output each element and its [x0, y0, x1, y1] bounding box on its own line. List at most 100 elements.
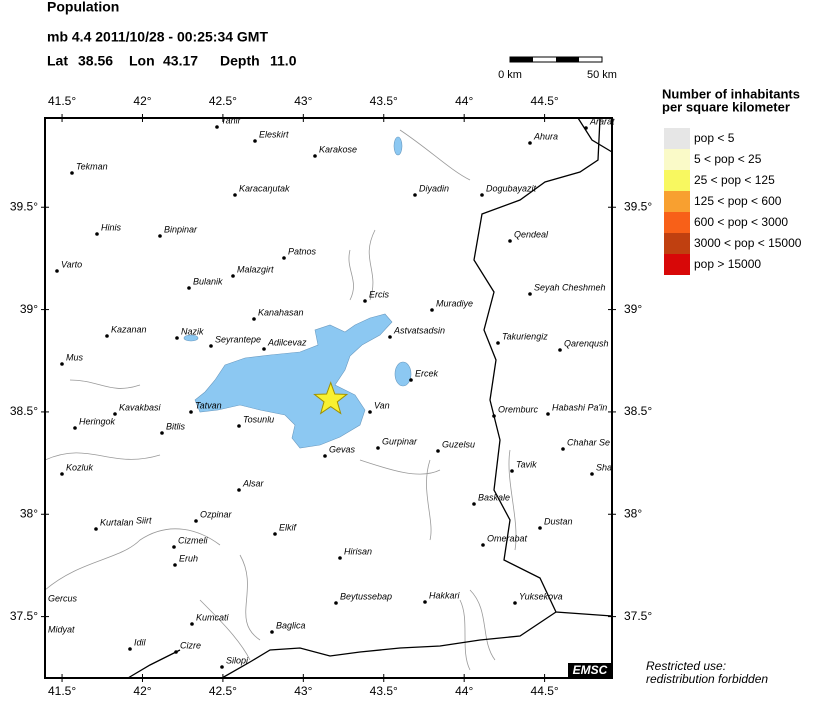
x-tick-label: 44.5° [531, 684, 559, 698]
city-dot [558, 348, 562, 352]
city-dot [60, 362, 64, 366]
x-tick-label: 41.5° [48, 684, 76, 698]
city-label: Qendeal [514, 229, 549, 239]
city-label: Idil [134, 637, 147, 647]
legend-label: pop > 15000 [694, 257, 761, 271]
city-dot [496, 341, 500, 345]
city-dot [194, 519, 198, 523]
legend-swatch [664, 149, 690, 170]
city-label: Dustan [544, 516, 573, 526]
city-label: Ararat [589, 116, 615, 126]
city-label: Eleskirt [259, 129, 289, 139]
city-dot [528, 141, 532, 145]
notice: redistribution forbidden [646, 672, 768, 686]
x-tick-label: 43° [294, 684, 312, 698]
city-label: Ahura [533, 131, 558, 141]
city-dot [409, 378, 413, 382]
city-dot [158, 234, 162, 238]
city-dot [233, 193, 237, 197]
x-tick-label: 44° [455, 684, 473, 698]
x-tick-label: 42.5° [209, 94, 237, 108]
legend-label: 125 < pop < 600 [694, 194, 782, 208]
city-label: Eruh [179, 553, 198, 563]
city-label: Kanahasan [258, 307, 304, 317]
city-label: Kavakbasi [119, 402, 162, 412]
x-tick-label: 42.5° [209, 684, 237, 698]
city-dot [113, 412, 117, 416]
x-tick-label: 44° [455, 94, 473, 108]
city-label: Guzelsu [442, 439, 475, 449]
city-label: Binpinar [164, 224, 198, 234]
borders [127, 117, 613, 679]
y-tick-label: 38.5° [10, 404, 38, 418]
epicenter [313, 381, 349, 415]
city-dot [70, 171, 74, 175]
city-label: Midyat [48, 624, 75, 634]
city-dot [231, 274, 235, 278]
city-dot [173, 563, 177, 567]
city-label: Alsar [242, 478, 265, 488]
city-label: Siirt [136, 515, 152, 525]
rivers [44, 129, 517, 671]
city-dot [528, 292, 532, 296]
city-label: Baglica [276, 620, 306, 630]
city-label: Bulanik [193, 276, 223, 286]
city-label: Hinis [101, 222, 122, 232]
scale-label: 0 km [498, 69, 522, 81]
city-label: Yuksekova [519, 591, 563, 601]
city-dot [413, 193, 417, 197]
city-dot [546, 412, 550, 416]
city-dot [430, 308, 434, 312]
city-label: Gurpinar [382, 436, 418, 446]
city-label: Dogubayazit [486, 183, 537, 193]
city-dot [388, 335, 392, 339]
lat-value: 38.56 [78, 53, 113, 69]
x-tick-label: 44.5° [531, 94, 559, 108]
legend-swatch [664, 128, 690, 149]
city-dot [215, 125, 219, 129]
city-dot [472, 502, 476, 506]
city-label: Silopi [226, 655, 249, 665]
city-label: Kozluk [66, 462, 94, 472]
city-label: Hakkari [429, 590, 461, 600]
legend: pop < 5 5 < pop < 25 25 < pop < 125 125 < p… [664, 128, 802, 275]
city-dot [513, 601, 517, 605]
city-label: Chahar Se [567, 437, 610, 447]
title: Population [47, 0, 119, 15]
city-dot [209, 344, 213, 348]
logo: EMSC [573, 663, 608, 677]
city-label: Van [374, 400, 390, 410]
city-label: Varto [61, 259, 82, 269]
y-tick-label: 38.5° [624, 404, 652, 418]
city-label: Tosunlu [243, 414, 274, 424]
y-tick-label: 38° [624, 506, 642, 520]
lakes [183, 136, 412, 449]
depth-label: Depth [220, 53, 260, 69]
y-tick-label: 37.5° [10, 609, 38, 623]
city-dot [363, 299, 367, 303]
city-dot [368, 410, 372, 414]
city-dot [590, 472, 594, 476]
legend-label: 25 < pop < 125 [694, 173, 775, 187]
city-label: Tahir [221, 115, 242, 125]
city-dot [237, 424, 241, 428]
y-tick-label: 39.5° [624, 199, 652, 213]
city-label: Qarenqush [564, 338, 609, 348]
x-tick-label: 42° [133, 94, 151, 108]
city-dot [172, 545, 176, 549]
city-label: Tatvan [195, 400, 222, 410]
city-label: Seyrantepe [215, 334, 261, 344]
city-label: Tavik [516, 459, 537, 469]
y-tick-label: 39° [20, 302, 38, 316]
city-dot [253, 139, 257, 143]
lat-label: Lat [47, 53, 68, 69]
city-dot [105, 334, 109, 338]
legend-label: 600 < pop < 3000 [694, 215, 788, 229]
city-label: Ozpinar [200, 509, 233, 519]
legend-label: pop < 5 [694, 131, 735, 145]
city-dot [480, 193, 484, 197]
city-label: Hirisan [344, 546, 372, 556]
cities: Tahir Eleskirt Karakose Tekman Karacaŋutak Di… [48, 115, 615, 669]
city-dot [270, 630, 274, 634]
notice: Restricted use: [646, 659, 726, 673]
